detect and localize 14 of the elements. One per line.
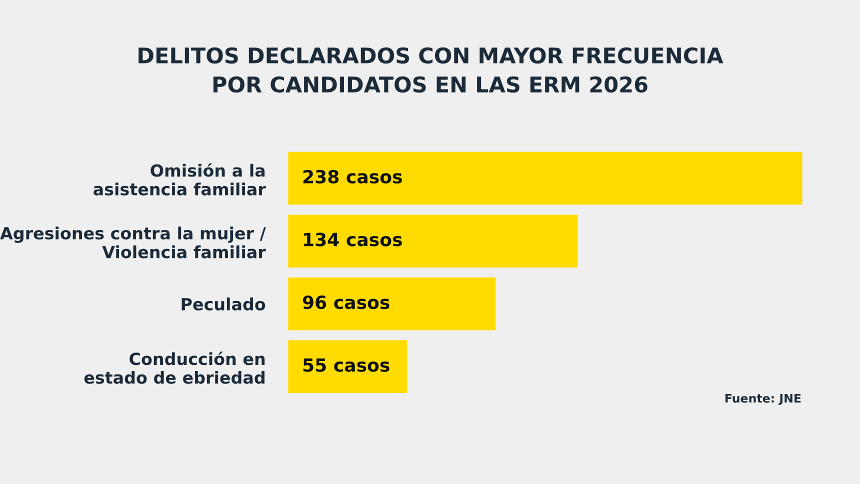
bar xyxy=(288,152,802,205)
bar xyxy=(288,340,407,394)
data-label: 96 casos xyxy=(302,295,390,310)
bar xyxy=(288,278,496,330)
bar xyxy=(288,214,578,268)
y-tick-label: Conducción en estado de ebriedad xyxy=(84,352,265,384)
y-tick-label: Omisión a la asistencia familiar xyxy=(94,163,266,196)
chart-title: DELITOS DECLARADOS CON MAYOR FRECUENCIA POR CANDIDATOS EN LAS ERM 2026 xyxy=(138,47,724,93)
data-label: 134 casos xyxy=(304,232,402,246)
y-tick-label: Peculado xyxy=(182,298,266,310)
data-label: 238 casos xyxy=(303,170,402,184)
data-label: 55 casos xyxy=(303,358,390,372)
y-tick-label: Agresiones contra la mujer / Violencia familiar xyxy=(0,226,266,258)
annotation: Fuente: JNE xyxy=(726,394,801,405)
